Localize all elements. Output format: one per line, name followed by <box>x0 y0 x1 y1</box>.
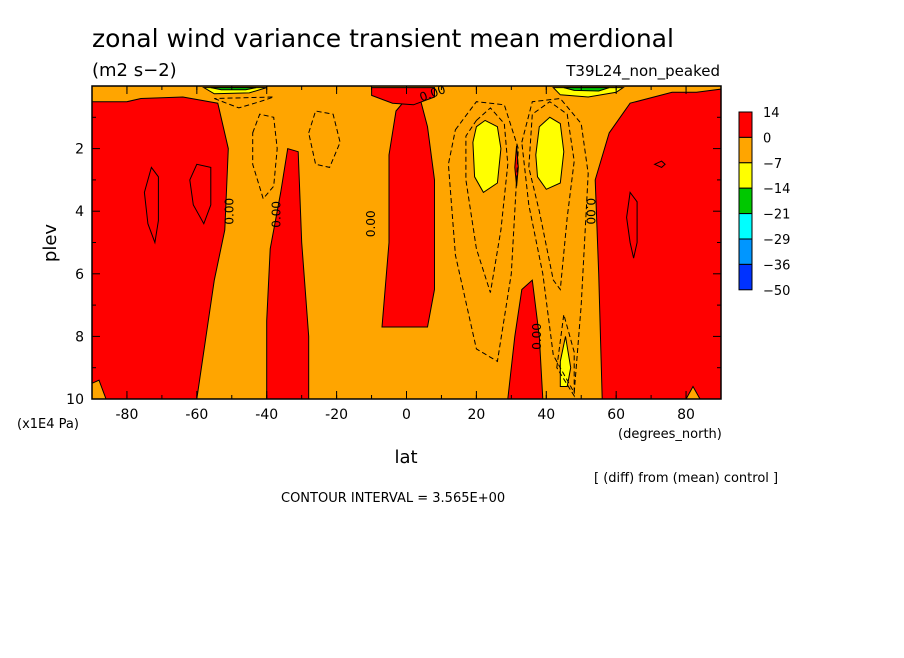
solid-contour-0 <box>143 166 159 245</box>
x-axis-label: lat <box>394 447 417 468</box>
colorbar-swatch <box>738 111 753 138</box>
dashed-contour-2 <box>214 96 274 109</box>
contour-region-3 <box>371 87 435 106</box>
y-tick-label: 10 <box>66 392 84 408</box>
contour-region-5 <box>514 145 519 187</box>
colorbar-swatch <box>738 162 753 189</box>
zero-contour-label: 0.00 <box>530 323 544 350</box>
x-tick-label: -40 <box>255 407 278 423</box>
x-tick-label: -60 <box>185 407 208 423</box>
colorbar-label: −50 <box>763 284 790 299</box>
x-tick-label: -80 <box>116 407 139 423</box>
colorbar-label: −14 <box>763 182 790 197</box>
zero-contour-label: 0.00 <box>364 210 378 237</box>
diff-note: [ (diff) from (mean) control ] <box>594 471 778 486</box>
dashed-contour-4 <box>447 101 519 363</box>
x-tick-label: 20 <box>467 407 485 423</box>
x-axis: -80 -60 -40 -20 0 20 40 60 80 <box>91 86 722 423</box>
y-axis: 2 4 6 8 10 <box>66 116 721 408</box>
contour-region-9 <box>559 336 572 387</box>
solid-contour-1 <box>189 163 212 225</box>
colorbar-swatch <box>738 187 753 215</box>
colorbar-label: 0 <box>763 131 771 146</box>
dashed-contour-layer <box>214 96 589 398</box>
colorbar: 14 0 −7 −14 −21 −29 −36 −50 <box>738 106 790 299</box>
x-unit-label: (degrees_north) <box>618 427 722 442</box>
x-tick-label: -20 <box>325 407 348 423</box>
dashed-contour-5 <box>528 101 575 291</box>
y-tick-label: 8 <box>75 329 84 345</box>
zero-contour-label: 0.00 <box>270 201 284 228</box>
contour-region-13 <box>563 87 610 92</box>
colorbar-label: −29 <box>763 233 790 248</box>
zero-contour-label: 0.00 <box>583 198 597 225</box>
run-label: T39L24_non_peaked <box>565 62 720 81</box>
contour-interval-text: CONTOUR INTERVAL = 3.565E+00 <box>281 491 505 506</box>
contour-region-1 <box>266 147 310 400</box>
x-tick-label: 60 <box>607 407 625 423</box>
x-tick-label: 80 <box>677 407 695 423</box>
contour-region-8 <box>535 116 565 190</box>
x-tick-label: 40 <box>537 407 555 423</box>
colorbar-swatch <box>738 263 753 291</box>
colorbar-label: −36 <box>763 258 790 273</box>
dashed-contour-3 <box>465 107 509 293</box>
chart-units: (m2 s−2) <box>92 60 177 81</box>
dashed-contour-7 <box>556 314 575 398</box>
x-tick-label: 0 <box>402 407 411 423</box>
zero-contour-label: 0.00 <box>223 198 237 225</box>
dashed-contour-0 <box>252 113 278 200</box>
colorbar-swatch <box>738 238 753 265</box>
y-axis-label: plev <box>40 224 61 263</box>
dashed-contour-6 <box>521 97 589 395</box>
contour-region-0 <box>91 96 229 400</box>
contour-fill-layer <box>91 87 722 400</box>
solid-contour-3 <box>653 160 666 168</box>
zero-contour-label-layer: 0.00 0.00 0.000.000.000.00 <box>223 82 598 350</box>
plot-area: 0.00 0.00 0.000.000.000.00 <box>91 82 722 400</box>
contour-region-6 <box>594 88 722 400</box>
colorbar-label: −21 <box>763 208 790 223</box>
solid-contour-2 <box>626 191 638 259</box>
y-tick-label: 6 <box>75 267 84 283</box>
colorbar-swatch <box>738 136 753 164</box>
y-unit-label: (x1E4 Pa) <box>17 417 79 432</box>
colorbar-label: 14 <box>763 106 780 121</box>
y-tick-label: 4 <box>75 204 84 220</box>
colorbar-swatch <box>738 213 753 240</box>
contour-region-12 <box>210 87 257 91</box>
solid-contour-layer <box>143 160 666 259</box>
colorbar-label: −7 <box>763 157 782 172</box>
contour-region-7 <box>472 119 502 194</box>
chart-title: zonal wind variance transient mean merdi… <box>92 24 674 53</box>
y-tick-label: 2 <box>75 142 84 158</box>
